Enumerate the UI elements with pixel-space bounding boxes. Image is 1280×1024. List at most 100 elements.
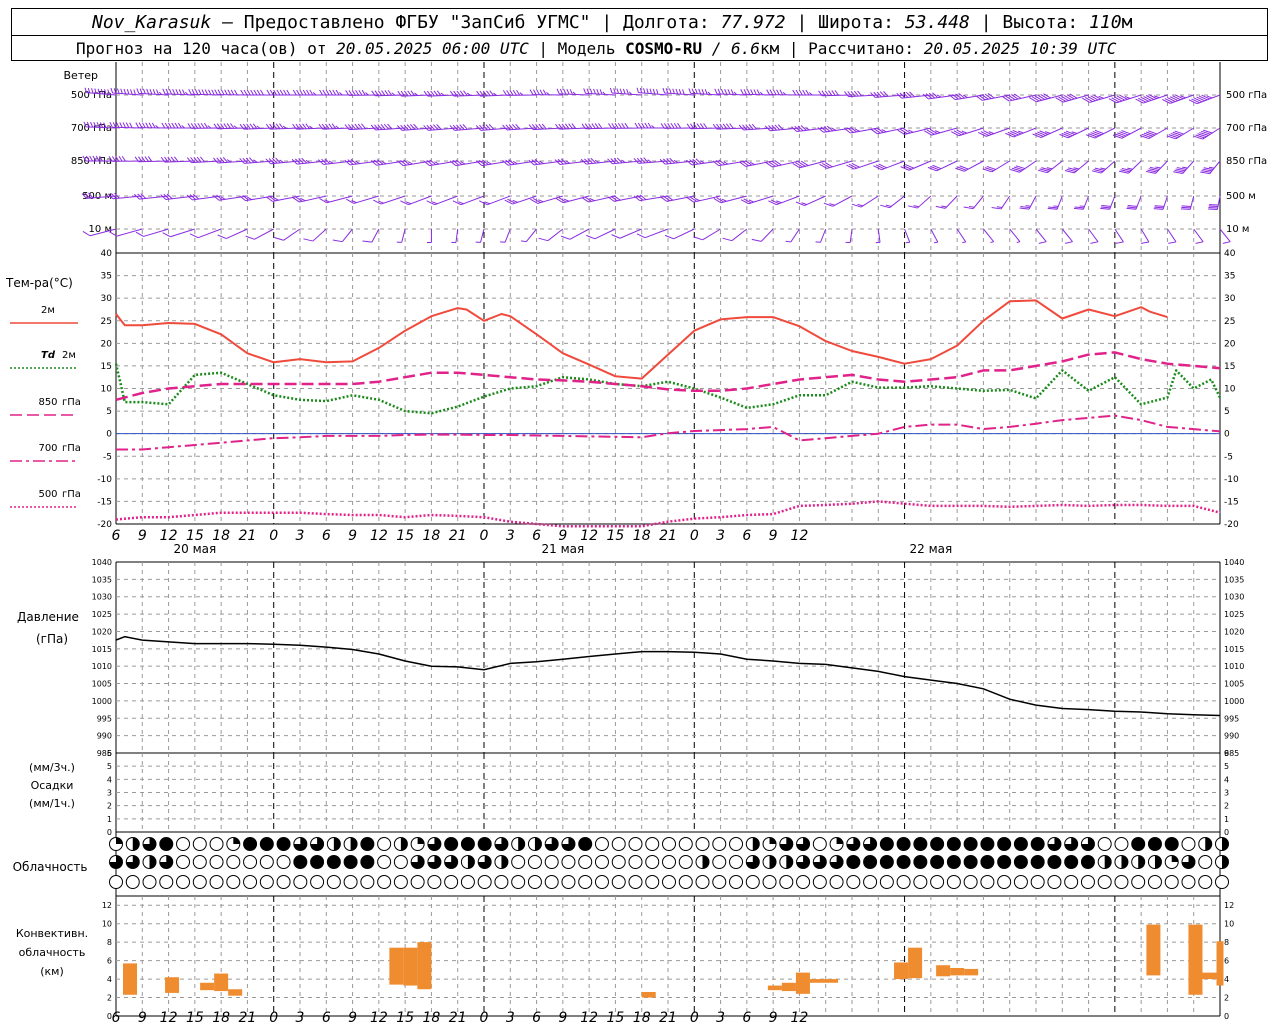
cloud-circle bbox=[829, 875, 844, 889]
pressure-tick-left: 995 bbox=[97, 714, 112, 723]
wind-barb-feather bbox=[586, 234, 596, 240]
cloud-circle bbox=[1114, 837, 1129, 851]
wind-barb-feather bbox=[89, 155, 94, 162]
wind-barb-feather bbox=[1046, 167, 1053, 170]
wind-barb-feather bbox=[1037, 131, 1046, 136]
wind-barb-feather bbox=[506, 90, 511, 96]
wind-barb-feather bbox=[987, 92, 995, 99]
cloud-symbol bbox=[561, 855, 576, 869]
wind-barb-staff bbox=[691, 160, 721, 166]
pressure-tick-left: 1010 bbox=[92, 662, 112, 671]
wind-barb-feather bbox=[986, 165, 996, 170]
cloud-symbol bbox=[159, 875, 174, 889]
wind-barb bbox=[870, 91, 905, 98]
wind-barb bbox=[214, 89, 248, 96]
wind-barb-feather bbox=[738, 161, 746, 167]
wind-barb bbox=[873, 160, 905, 171]
wind-barb bbox=[636, 228, 669, 239]
wind-barb-feather bbox=[707, 91, 711, 95]
wind-barb bbox=[396, 228, 406, 243]
wind-barb-feather bbox=[753, 89, 757, 95]
cloud-fill-three-quarter bbox=[1064, 837, 1078, 851]
wind-barb-feather bbox=[387, 123, 393, 130]
forecast-time: 20.05.2025 06:00 UTC bbox=[336, 39, 529, 58]
convective-bar bbox=[1216, 941, 1224, 986]
cloud-circle bbox=[611, 855, 626, 869]
wind-barb-feather bbox=[996, 206, 1003, 209]
wind-barb-feather bbox=[1066, 94, 1075, 100]
cloud-symbol bbox=[1181, 837, 1196, 851]
x-tick-label: 6 bbox=[742, 528, 751, 544]
wind-barb-feather bbox=[853, 90, 859, 97]
cloud-circle bbox=[561, 875, 576, 889]
wind-barb-feather bbox=[667, 123, 672, 129]
precip-tick-right: 2 bbox=[1224, 802, 1229, 811]
wind-barb-feather bbox=[896, 92, 903, 99]
cloud-symbol bbox=[226, 837, 241, 851]
wind-barb-feather bbox=[265, 196, 273, 202]
wind-barb-feather bbox=[187, 123, 192, 129]
cloud-symbol bbox=[796, 855, 811, 869]
cloud-circle bbox=[662, 837, 676, 851]
cloud-circle bbox=[209, 837, 224, 851]
wind-barb-staff bbox=[936, 160, 958, 172]
wind-barb-staff bbox=[983, 228, 995, 243]
wind-barb-feather bbox=[611, 123, 616, 129]
cloud-symbol bbox=[846, 855, 861, 869]
cloud-fill-three-quarter bbox=[444, 855, 458, 869]
x-tick-label: 0 bbox=[480, 528, 489, 544]
wind-barb-feather bbox=[191, 89, 195, 95]
wind-barb-feather bbox=[1124, 95, 1131, 99]
wind-barb-feather bbox=[174, 122, 179, 129]
cloud-symbol bbox=[879, 855, 894, 869]
cloud-circle bbox=[360, 875, 375, 889]
cloud-circle bbox=[611, 837, 626, 851]
x-tick-label: 21 bbox=[659, 528, 677, 544]
wind-barb-feather bbox=[462, 124, 468, 130]
wind-barb-feather bbox=[234, 89, 238, 96]
wind-barb-feather bbox=[824, 162, 833, 168]
wind-barb-feather bbox=[201, 89, 205, 95]
wind-barb-feather bbox=[1010, 130, 1019, 136]
wind-barb-staff bbox=[323, 160, 353, 165]
wind-barb-feather bbox=[1193, 135, 1203, 140]
wind-barb-feather bbox=[981, 94, 989, 100]
wind-barb-feather bbox=[975, 95, 983, 101]
wind-barb-feather bbox=[594, 159, 600, 164]
wind-barb-feather bbox=[746, 89, 751, 95]
wind-barb bbox=[1112, 127, 1142, 139]
wind-barb bbox=[1010, 160, 1037, 173]
wind-barb-feather bbox=[1191, 98, 1200, 104]
cloud-circle bbox=[645, 837, 660, 851]
wind-barb-feather bbox=[274, 237, 284, 241]
temperature-tick-left: 25 bbox=[101, 317, 112, 327]
wind-barb-feather bbox=[381, 90, 386, 96]
wind-barb-feather bbox=[963, 206, 974, 210]
cloud-circle bbox=[879, 875, 894, 889]
wind-barb-feather bbox=[1086, 134, 1096, 139]
temperature-tick-right: 40 bbox=[1224, 249, 1236, 259]
cloud-symbol bbox=[1013, 837, 1028, 851]
wind-barb-feather bbox=[962, 241, 966, 244]
wind-barb-feather bbox=[531, 159, 538, 165]
wind-barb bbox=[538, 228, 564, 242]
wind-barb-feather bbox=[1010, 169, 1020, 173]
cloud-circle bbox=[276, 855, 291, 869]
wind-barb-feather bbox=[166, 193, 173, 200]
wind-barb-feather bbox=[673, 159, 679, 164]
cloud-fill-full bbox=[1064, 855, 1078, 869]
wind-barb-feather bbox=[701, 88, 705, 95]
cloud-fill-full bbox=[1014, 837, 1028, 851]
wind-barb-feather bbox=[121, 155, 126, 162]
cloud-symbol bbox=[494, 837, 509, 851]
wind-barb-feather bbox=[460, 161, 466, 165]
cloud-circle bbox=[125, 875, 140, 889]
wind-barb-feather bbox=[1111, 97, 1120, 103]
cloud-circle bbox=[578, 875, 593, 889]
wind-barb-feather bbox=[924, 130, 932, 136]
wind-barb-feather bbox=[795, 201, 805, 207]
cloud-symbol bbox=[678, 875, 693, 889]
wind-barb-feather bbox=[1127, 205, 1138, 207]
x-tick-label-bottom: 21 bbox=[659, 1010, 677, 1024]
cloud-symbol bbox=[662, 875, 676, 889]
